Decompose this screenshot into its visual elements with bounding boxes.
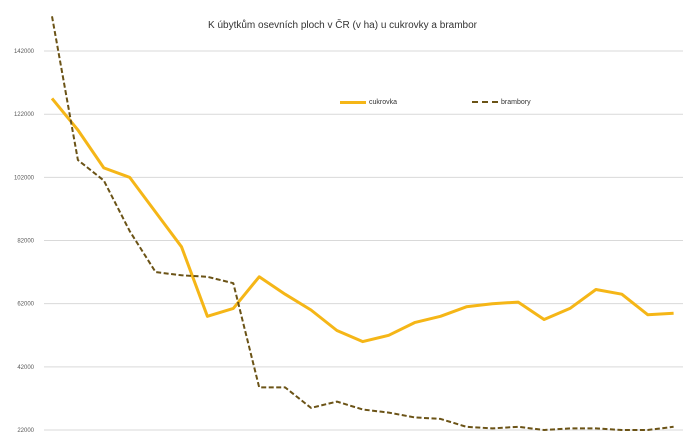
legend-swatch-cukrovka bbox=[340, 100, 366, 104]
legend: cukrovka brambory bbox=[340, 95, 606, 109]
legend-label-cukrovka: cukrovka bbox=[369, 98, 398, 106]
legend-swatch-brambory bbox=[472, 101, 499, 103]
y-tick-label: 22000 bbox=[17, 428, 34, 433]
y-tick-label: 62000 bbox=[17, 302, 34, 308]
series-line-cukrovka bbox=[50, 97, 674, 344]
y-tick-label: 82000 bbox=[17, 239, 34, 245]
series-line-brambory bbox=[51, 16, 674, 431]
y-tick-label: 122000 bbox=[14, 112, 35, 118]
y-tick-label: 142000 bbox=[14, 49, 35, 55]
y-tick-label: 102000 bbox=[14, 175, 35, 181]
legend-label-brambory: brambory bbox=[501, 98, 531, 106]
legend-item-brambory: brambory bbox=[472, 99, 531, 106]
legend-item-cukrovka: cukrovka bbox=[340, 99, 397, 106]
chart-title: K úbytkům osevních ploch v ČR (v ha) u c… bbox=[208, 20, 477, 31]
y-tick-label: 42000 bbox=[17, 365, 34, 371]
